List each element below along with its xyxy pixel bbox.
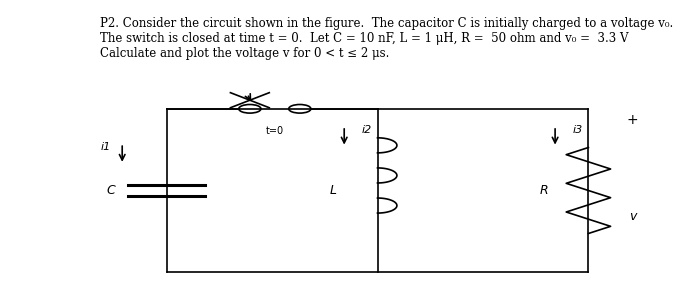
Text: t=0: t=0	[266, 126, 284, 136]
Text: i2: i2	[361, 125, 372, 135]
Text: i3: i3	[572, 125, 582, 135]
Text: P2. Consider the circuit shown in the figure.  The capacitor C is initially char: P2. Consider the circuit shown in the fi…	[100, 17, 673, 30]
Text: +: +	[627, 113, 638, 127]
Text: v: v	[629, 210, 636, 223]
Text: The switch is closed at time t = 0.  Let C = 10 nF, L = 1 μH, R =  50 ohm and v₀: The switch is closed at time t = 0. Let …	[100, 32, 629, 45]
Text: C: C	[106, 184, 116, 197]
Text: i1: i1	[100, 143, 111, 152]
Text: Calculate and plot the voltage v for 0 < t ≤ 2 μs.: Calculate and plot the voltage v for 0 <…	[100, 47, 389, 60]
Text: L: L	[330, 184, 337, 197]
Text: R: R	[540, 184, 548, 197]
